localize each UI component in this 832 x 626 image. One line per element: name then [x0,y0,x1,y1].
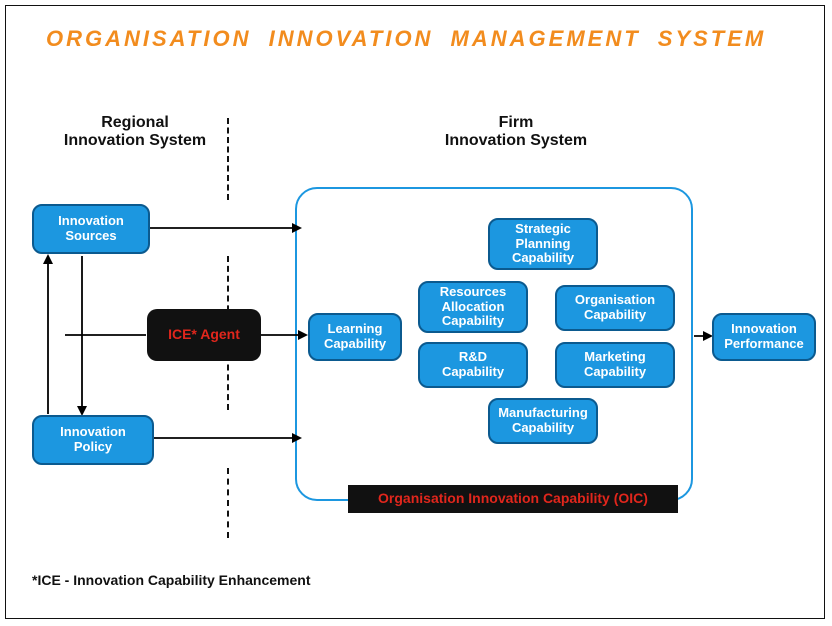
node-manufacturing-capability: ManufacturingCapability [488,398,598,444]
node-resources-allocation-capability: ResourcesAllocationCapability [418,281,528,333]
node-rnd-capability: R&DCapability [418,342,528,388]
footnote: *ICE - Innovation Capability Enhancement [32,572,310,588]
node-innovation-policy: Innovation Policy [32,415,154,465]
node-learning-capability: LearningCapability [308,313,402,361]
node-innovation-sources: InnovationSources [32,204,150,254]
node-organisation-capability: OrganisationCapability [555,285,675,331]
node-innovation-performance: InnovationPerformance [712,313,816,361]
node-strategic-planning-capability: StrategicPlanningCapability [488,218,598,270]
arrows-layer [0,0,832,626]
node-marketing-capability: MarketingCapability [555,342,675,388]
node-oic-label: Organisation Innovation Capability (OIC) [348,485,678,513]
node-ice-agent: ICE* Agent [147,309,261,361]
